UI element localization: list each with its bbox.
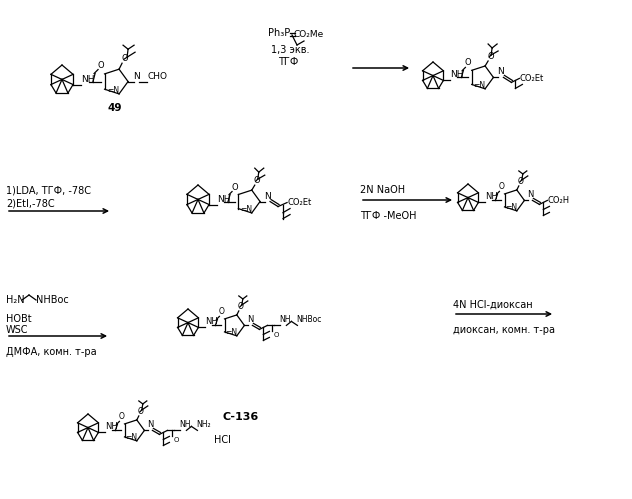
- Text: 1,3 экв.: 1,3 экв.: [271, 45, 310, 55]
- Text: HOBt: HOBt: [6, 314, 32, 324]
- Text: O: O: [219, 307, 224, 316]
- Text: NH: NH: [81, 74, 95, 83]
- Text: CO₂Et: CO₂Et: [287, 198, 312, 207]
- Text: NH: NH: [179, 420, 191, 430]
- Text: 2)EtI,-78C: 2)EtI,-78C: [6, 198, 54, 208]
- Text: WSC: WSC: [6, 325, 28, 335]
- Text: O: O: [138, 407, 143, 416]
- Text: N: N: [497, 67, 504, 76]
- Text: NH: NH: [106, 422, 118, 432]
- Text: =N: =N: [107, 85, 119, 94]
- Text: =N: =N: [506, 203, 518, 212]
- Text: NHBoc: NHBoc: [36, 295, 69, 305]
- Text: O: O: [238, 302, 244, 311]
- Text: 1)LDA, ТГФ, -78C: 1)LDA, ТГФ, -78C: [6, 185, 91, 195]
- Text: диоксан, комн. т-ра: диоксан, комн. т-ра: [453, 325, 555, 335]
- Text: 49: 49: [108, 103, 123, 113]
- Text: N: N: [247, 315, 254, 324]
- Text: NH: NH: [217, 195, 231, 204]
- Text: C-136: C-136: [222, 412, 258, 422]
- Text: NHBoc: NHBoc: [296, 315, 322, 324]
- Text: CO₂Et: CO₂Et: [520, 74, 544, 83]
- Text: N: N: [133, 71, 140, 80]
- Text: 2N NaOH: 2N NaOH: [360, 185, 405, 195]
- Text: O: O: [487, 52, 494, 61]
- Text: =N: =N: [240, 205, 252, 214]
- Text: ДМФА, комн. т-ра: ДМФА, комн. т-ра: [6, 347, 97, 357]
- Text: 4N HCl-диоксан: 4N HCl-диоксан: [453, 300, 533, 310]
- Text: H₂N: H₂N: [6, 295, 25, 305]
- Text: O: O: [518, 177, 524, 186]
- Text: NH: NH: [451, 70, 464, 79]
- Text: NH: NH: [485, 193, 498, 202]
- Text: O: O: [465, 58, 471, 67]
- Text: N: N: [264, 192, 270, 201]
- Text: =N: =N: [226, 328, 238, 337]
- Text: N: N: [147, 420, 154, 430]
- Text: O: O: [173, 438, 179, 444]
- Text: HCl: HCl: [214, 436, 231, 446]
- Text: =N: =N: [473, 81, 485, 90]
- Text: CO₂Me: CO₂Me: [294, 30, 324, 39]
- Text: O: O: [121, 54, 128, 63]
- Text: O: O: [499, 183, 504, 192]
- Text: N: N: [527, 191, 534, 200]
- Text: CHO: CHO: [147, 71, 167, 80]
- Text: O: O: [274, 332, 279, 338]
- Text: O: O: [254, 176, 260, 185]
- Text: O: O: [97, 60, 104, 69]
- Text: NH: NH: [279, 315, 291, 324]
- Text: NH₂: NH₂: [197, 420, 211, 430]
- Text: O: O: [118, 412, 125, 421]
- Text: ТГФ -MeOH: ТГФ -MeOH: [360, 211, 416, 221]
- Text: NH: NH: [205, 317, 218, 326]
- Text: O: O: [231, 183, 238, 192]
- Text: Ph₃P: Ph₃P: [268, 28, 290, 38]
- Text: =N: =N: [126, 433, 138, 442]
- Text: ТГФ: ТГФ: [278, 57, 298, 67]
- Text: CO₂H: CO₂H: [547, 196, 569, 205]
